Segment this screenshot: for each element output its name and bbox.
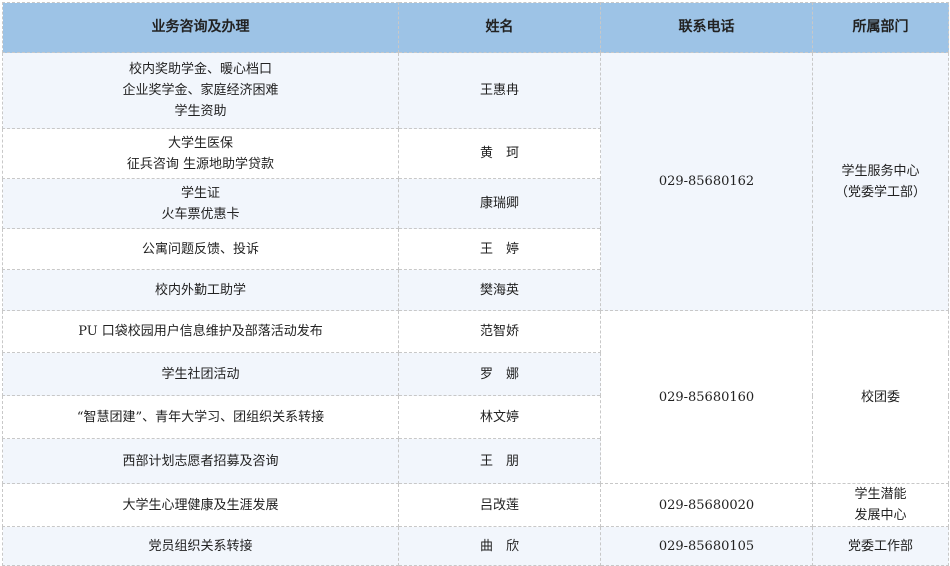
table-row: 大学生心理健康及生涯发展 吕改莲 029-85680020 学生潜能 发展中心 — [2, 483, 949, 527]
table-row: “智慧团建”、青年大学习、团组织关系转接 林文婷 — [2, 395, 949, 439]
business-cell: PU 口袋校园用户信息维护及部落活动发布 — [2, 310, 399, 353]
header-name: 姓名 — [398, 2, 601, 53]
name-cell: 范智娇 — [398, 310, 601, 353]
header-business: 业务咨询及办理 — [2, 2, 399, 53]
name-cell: 王 朋 — [398, 438, 601, 484]
table-row: 西部计划志愿者招募及咨询 王 朋 — [2, 438, 949, 484]
phone-cell: 029-85680162 — [600, 52, 813, 311]
name-cell: 黄 珂 — [398, 128, 601, 179]
department-line: 学生潜能 — [854, 487, 907, 502]
business-cell: 大学生医保 征兵咨询 生源地助学贷款 — [2, 128, 399, 179]
business-cell: 公寓问题反馈、投诉 — [2, 228, 399, 270]
table-row: 公寓问题反馈、投诉 王 婷 — [2, 228, 949, 270]
phone-cell: 029-85680160 — [600, 310, 813, 484]
table-row: 党员组织关系转接 曲 欣 029-85680105 党委工作部 — [2, 526, 949, 566]
business-cell: 大学生心理健康及生涯发展 — [2, 483, 399, 527]
department-cell: 党委工作部 — [812, 526, 949, 566]
header-department: 所属部门 — [812, 2, 949, 53]
table-row: 校内外勤工助学 樊海英 — [2, 269, 949, 311]
name-cell: 王 婷 — [398, 228, 601, 270]
business-line: 企业奖学金、家庭经济困难 — [122, 83, 279, 98]
business-line: 校内奖助学金、暖心档口 — [128, 62, 272, 77]
name-cell: 康瑞卿 — [398, 178, 601, 229]
table-row: 学生证 火车票优惠卡 康瑞卿 — [2, 178, 949, 229]
business-line: 火车票优惠卡 — [161, 206, 240, 222]
business-line: 征兵咨询 生源地助学贷款 — [126, 156, 275, 172]
table-row: 校内奖助学金、暖心档口 企业奖学金、家庭经济困难 学生资助 王惠冉 029-85… — [2, 52, 949, 311]
business-cell: 党员组织关系转接 — [2, 526, 399, 566]
business-cell: “智慧团建”、青年大学习、团组织关系转接 — [2, 395, 399, 439]
name-cell: 王惠冉 — [398, 52, 601, 129]
business-line: 大学生医保 — [167, 135, 233, 151]
header-phone: 联系电话 — [600, 2, 813, 53]
business-cell: 校内外勤工助学 — [2, 269, 399, 311]
name-cell: 樊海英 — [398, 269, 601, 311]
department-line: 学生服务中心 — [841, 163, 920, 179]
business-cell: 学生社团活动 — [2, 352, 399, 396]
header-row: 业务咨询及办理 姓名 联系电话 所属部门 — [2, 2, 949, 53]
department-line: （党委学工部） — [834, 184, 926, 200]
phone-cell: 029-85680020 — [600, 483, 813, 527]
table-row: 大学生医保 征兵咨询 生源地助学贷款 黄 珂 — [2, 128, 949, 179]
table-row: PU 口袋校园用户信息维护及部落活动发布 范智娇 029-85680160 校团… — [2, 310, 949, 484]
name-cell: 吕改莲 — [398, 483, 601, 527]
business-cell: 西部计划志愿者招募及咨询 — [2, 438, 399, 484]
department-cell: 校团委 — [812, 310, 949, 484]
name-cell: 曲 欣 — [398, 526, 601, 566]
business-line: 学生证 — [180, 185, 220, 201]
name-cell: 罗 娜 — [398, 352, 601, 396]
business-line: 学生资助 — [174, 104, 227, 119]
business-cell: 学生证 火车票优惠卡 — [2, 178, 399, 229]
name-cell: 林文婷 — [398, 395, 601, 439]
department-cell: 学生服务中心 （党委学工部） — [812, 52, 949, 311]
table-row: 学生社团活动 罗 娜 — [2, 352, 949, 396]
business-cell: 校内奖助学金、暖心档口 企业奖学金、家庭经济困难 学生资助 — [2, 52, 399, 129]
phone-cell: 029-85680105 — [600, 526, 813, 566]
department-cell: 学生潜能 发展中心 — [812, 483, 949, 527]
department-line: 发展中心 — [854, 508, 907, 523]
